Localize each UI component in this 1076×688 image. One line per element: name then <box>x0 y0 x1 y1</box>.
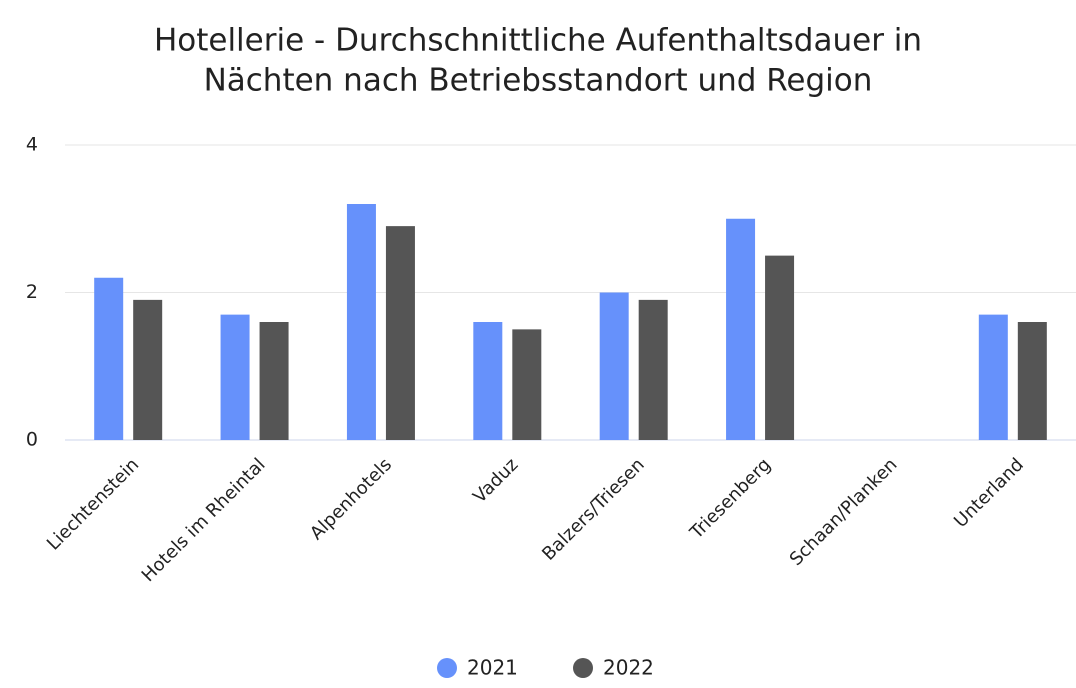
x-tick-label: Liechtenstein <box>43 454 143 554</box>
bar <box>765 255 795 440</box>
x-tick-label: Alpenhotels <box>306 454 396 544</box>
legend-label: 2021 <box>467 656 518 680</box>
bar <box>512 329 542 440</box>
bar <box>1017 322 1047 440</box>
x-tick-label: Hotels im Rheintal <box>138 454 270 586</box>
chart-title: Hotellerie - Durchschnittliche Aufenthal… <box>154 23 922 59</box>
legend-marker <box>573 658 593 678</box>
bar <box>346 204 376 440</box>
x-tick-label: Unterland <box>950 454 1028 532</box>
chart-title: Nächten nach Betriebsstandort und Region <box>204 63 873 99</box>
y-tick-label: 0 <box>26 429 38 451</box>
y-tick-label: 4 <box>26 134 38 156</box>
bar <box>599 292 629 440</box>
y-tick-label: 2 <box>26 281 38 303</box>
bar <box>726 218 756 440</box>
bar <box>259 322 289 440</box>
bar <box>94 277 124 440</box>
x-tick-label: Balzers/Triesen <box>538 454 649 565</box>
bar <box>220 314 250 440</box>
bar <box>133 299 163 440</box>
bar <box>385 226 415 440</box>
bar <box>978 314 1008 440</box>
legend-label: 2022 <box>603 656 654 680</box>
bar <box>638 299 668 440</box>
x-tick-label: Schaan/Planken <box>786 454 902 570</box>
legend-marker <box>437 658 457 678</box>
x-tick-label: Vaduz <box>469 454 522 507</box>
x-tick-label: Triesenberg <box>686 454 776 544</box>
bar <box>473 322 503 440</box>
